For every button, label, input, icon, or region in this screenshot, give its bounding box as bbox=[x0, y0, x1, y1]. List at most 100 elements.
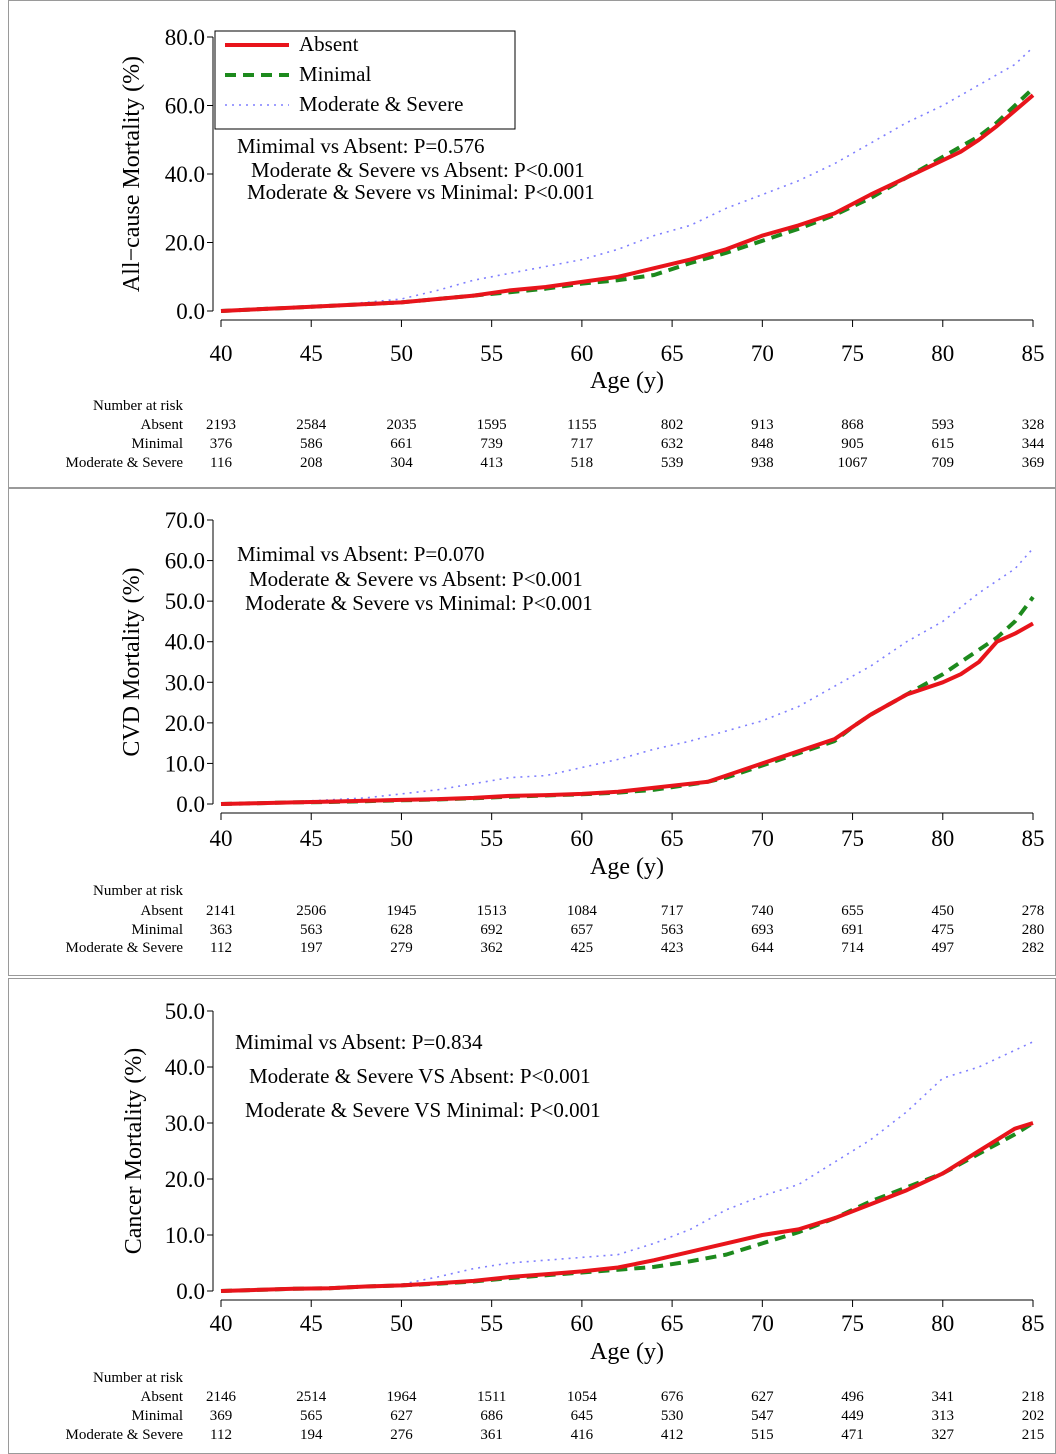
x-tick-label: 45 bbox=[300, 826, 323, 851]
x-tick-label: 40 bbox=[210, 826, 233, 851]
risk-count: 112 bbox=[210, 1427, 232, 1443]
x-tick-label: 85 bbox=[1022, 1311, 1045, 1336]
risk-count: 717 bbox=[571, 436, 594, 452]
y-tick-label: 10.0 bbox=[165, 1223, 205, 1248]
x-tick-label: 50 bbox=[390, 826, 413, 851]
x-tick-label: 85 bbox=[1022, 341, 1045, 366]
legend-box bbox=[214, 30, 516, 130]
cvd-mortality-panel: 0.0 10.0 20.0 30.0 40.0 50.0 60.0 70.0 40 45 50 55 6… bbox=[8, 488, 1056, 976]
x-tick-label: 80 bbox=[931, 826, 954, 851]
risk-row-label: Minimal bbox=[131, 436, 183, 452]
x-tick-label: 55 bbox=[480, 1311, 503, 1336]
p-value-annotation: Moderate & Severe vs Absent: P<0.001 bbox=[251, 158, 585, 182]
risk-count: 615 bbox=[932, 436, 955, 452]
risk-count: 848 bbox=[751, 436, 774, 452]
y-tick-label: 60.0 bbox=[165, 549, 205, 574]
risk-count: 278 bbox=[1022, 903, 1045, 919]
risk-count: 802 bbox=[661, 417, 684, 433]
risk-count: 632 bbox=[661, 436, 684, 452]
risk-count: 363 bbox=[210, 922, 233, 938]
series-line-absent bbox=[220, 1121, 1034, 1293]
risk-row-label: Minimal bbox=[131, 922, 183, 938]
risk-count: 518 bbox=[571, 455, 594, 471]
risk-count: 279 bbox=[390, 940, 413, 956]
risk-count: 2146 bbox=[206, 1389, 237, 1405]
cancer-mortality-panel: 0.0 10.0 20.0 30.0 40.0 50.0 40 45 50 55 60 65 70 75 8… bbox=[8, 978, 1056, 1454]
risk-count: 194 bbox=[300, 1427, 323, 1443]
x-tick-label: 65 bbox=[661, 341, 684, 366]
risk-count: 412 bbox=[661, 1427, 684, 1443]
y-tick-label: 20.0 bbox=[165, 1167, 205, 1192]
risk-row-label: Absent bbox=[141, 1389, 184, 1405]
risk-count: 416 bbox=[571, 1427, 594, 1443]
p-value-annotation: Moderate & Severe VS Absent: P<0.001 bbox=[249, 1064, 591, 1088]
x-tick-label: 45 bbox=[300, 1311, 323, 1336]
series-line-moderate-severe bbox=[220, 547, 1034, 805]
series-line-minimal bbox=[220, 595, 1035, 806]
risk-count: 645 bbox=[571, 1408, 594, 1424]
risk-count: 369 bbox=[1022, 455, 1045, 471]
risk-count: 714 bbox=[841, 940, 864, 956]
risk-row-label: Minimal bbox=[131, 1408, 183, 1424]
p-value-annotation: Mimimal vs Absent: P=0.834 bbox=[235, 1030, 483, 1054]
y-tick-label: 40.0 bbox=[165, 162, 205, 187]
x-tick-label: 40 bbox=[210, 341, 233, 366]
p-value-annotation: Moderate & Severe VS Minimal: P<0.001 bbox=[245, 1098, 601, 1122]
y-tick-label: 70.0 bbox=[165, 508, 205, 533]
risk-count: 586 bbox=[300, 436, 323, 452]
risk-count: 740 bbox=[751, 903, 774, 919]
x-tick-label: 45 bbox=[300, 341, 323, 366]
y-tick-label: 10.0 bbox=[165, 751, 205, 776]
risk-count: 376 bbox=[210, 436, 233, 452]
risk-count: 1945 bbox=[386, 903, 416, 919]
x-tick-label: 65 bbox=[661, 1311, 684, 1336]
risk-count: 913 bbox=[751, 417, 774, 433]
x-axis-label: Age (y) bbox=[590, 1339, 664, 1365]
risk-count: 2514 bbox=[296, 1389, 327, 1405]
risk-count: 361 bbox=[480, 1427, 503, 1443]
series-line-absent bbox=[220, 621, 1034, 806]
x-tick-label: 85 bbox=[1022, 826, 1045, 851]
risk-row-label: Moderate & Severe bbox=[66, 455, 184, 471]
x-axis-label: Age (y) bbox=[590, 854, 664, 880]
number-at-risk-title: Number at risk bbox=[93, 1370, 183, 1386]
y-tick-label: 30.0 bbox=[165, 1111, 205, 1136]
x-tick-label: 50 bbox=[390, 341, 413, 366]
risk-count: 1084 bbox=[567, 903, 598, 919]
risk-count: 1964 bbox=[386, 1389, 417, 1405]
x-tick-label: 70 bbox=[751, 826, 774, 851]
risk-count: 116 bbox=[210, 455, 232, 471]
risk-count: 539 bbox=[661, 455, 684, 471]
risk-count: 313 bbox=[932, 1408, 955, 1424]
y-tick-label: 50.0 bbox=[165, 999, 205, 1024]
risk-count: 280 bbox=[1022, 922, 1045, 938]
cancer-mortality-chart: 0.0 10.0 20.0 30.0 40.0 50.0 40 45 50 55 60 65 70 75 8… bbox=[66, 999, 1045, 1443]
risk-count: 868 bbox=[841, 417, 864, 433]
p-value-annotation: Mimimal vs Absent: P=0.070 bbox=[237, 542, 485, 566]
p-value-annotation: Moderate & Severe vs Absent: P<0.001 bbox=[249, 567, 583, 591]
risk-count: 2584 bbox=[296, 417, 327, 433]
risk-count: 905 bbox=[841, 436, 864, 452]
risk-row-label: Absent bbox=[141, 417, 184, 433]
x-tick-label: 65 bbox=[661, 826, 684, 851]
risk-count: 327 bbox=[932, 1427, 955, 1443]
risk-count: 362 bbox=[480, 940, 503, 956]
y-axis-label: CVD Mortality (%) bbox=[119, 567, 145, 756]
risk-count: 693 bbox=[751, 922, 774, 938]
risk-count: 413 bbox=[480, 455, 503, 471]
legend-label: Moderate & Severe bbox=[299, 92, 463, 116]
risk-count: 1067 bbox=[838, 455, 869, 471]
risk-count: 627 bbox=[390, 1408, 413, 1424]
legend-label: Minimal bbox=[299, 62, 371, 86]
risk-count: 530 bbox=[661, 1408, 684, 1424]
risk-count: 593 bbox=[932, 417, 955, 433]
risk-count: 686 bbox=[480, 1408, 503, 1424]
x-tick-label: 80 bbox=[931, 341, 954, 366]
x-tick-label: 70 bbox=[751, 1311, 774, 1336]
risk-count: 692 bbox=[480, 922, 503, 938]
number-at-risk-title: Number at risk bbox=[93, 883, 183, 899]
risk-row-label: Moderate & Severe bbox=[66, 940, 184, 956]
risk-count: 628 bbox=[390, 922, 413, 938]
p-value-annotation: Moderate & Severe vs Minimal: P<0.001 bbox=[245, 591, 593, 615]
risk-count: 341 bbox=[932, 1389, 955, 1405]
